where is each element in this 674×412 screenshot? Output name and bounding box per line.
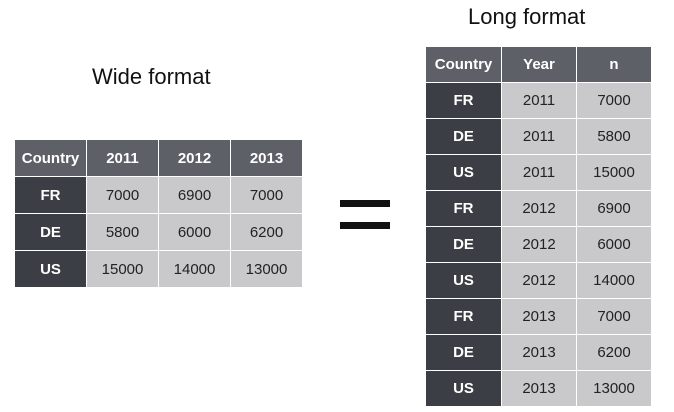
table-cell: 6900	[159, 177, 230, 213]
year-cell: 2012	[502, 227, 576, 262]
equals-bar-top	[340, 200, 390, 207]
table-cell: 14000	[159, 251, 230, 287]
table-cell: 13000	[231, 251, 302, 287]
count-cell: 6000	[577, 227, 651, 262]
row-header-country: US	[426, 155, 501, 190]
table-row: US 2011 15000	[426, 155, 651, 190]
long-format-table: Country Year n FR 2011 7000 DE 2011 5800…	[425, 46, 652, 407]
table-row: DE 5800 6000 6200	[15, 214, 302, 250]
column-header-country: Country	[15, 140, 86, 176]
column-header-2013: 2013	[231, 140, 302, 176]
count-cell: 7000	[577, 83, 651, 118]
count-cell: 13000	[577, 371, 651, 406]
year-cell: 2013	[502, 335, 576, 370]
row-header-country: FR	[15, 177, 86, 213]
long-format-title: Long format	[468, 4, 586, 29]
year-cell: 2011	[502, 83, 576, 118]
wide-format-table: Country 2011 2012 2013 FR 7000 6900 7000…	[14, 139, 303, 288]
year-cell: 2012	[502, 263, 576, 298]
column-header-year: Year	[502, 47, 576, 82]
count-cell: 6200	[577, 335, 651, 370]
row-header-country: DE	[426, 227, 501, 262]
table-row: DE 2011 5800	[426, 119, 651, 154]
row-header-country: FR	[426, 299, 501, 334]
column-header-2012: 2012	[159, 140, 230, 176]
table-row: FR 7000 6900 7000	[15, 177, 302, 213]
table-row: DE 2012 6000	[426, 227, 651, 262]
table-row: DE 2013 6200	[426, 335, 651, 370]
header-row: Country 2011 2012 2013	[15, 140, 302, 176]
table-cell: 6200	[231, 214, 302, 250]
count-cell: 14000	[577, 263, 651, 298]
column-header-n: n	[577, 47, 651, 82]
table-row: US 15000 14000 13000	[15, 251, 302, 287]
row-header-country: FR	[426, 83, 501, 118]
column-header-country: Country	[426, 47, 501, 82]
year-cell: 2013	[502, 371, 576, 406]
year-cell: 2011	[502, 155, 576, 190]
count-cell: 15000	[577, 155, 651, 190]
table-row: US 2012 14000	[426, 263, 651, 298]
count-cell: 6900	[577, 191, 651, 226]
year-cell: 2012	[502, 191, 576, 226]
table-row: FR 2011 7000	[426, 83, 651, 118]
wide-format-title: Wide format	[92, 64, 211, 89]
row-header-country: US	[15, 251, 86, 287]
count-cell: 5800	[577, 119, 651, 154]
year-cell: 2011	[502, 119, 576, 154]
table-row: FR 2012 6900	[426, 191, 651, 226]
row-header-country: DE	[15, 214, 86, 250]
table-row: US 2013 13000	[426, 371, 651, 406]
header-row: Country Year n	[426, 47, 651, 82]
count-cell: 7000	[577, 299, 651, 334]
table-cell: 7000	[87, 177, 158, 213]
column-header-2011: 2011	[87, 140, 158, 176]
year-cell: 2013	[502, 299, 576, 334]
row-header-country: US	[426, 263, 501, 298]
table-cell: 5800	[87, 214, 158, 250]
table-row: FR 2013 7000	[426, 299, 651, 334]
row-header-country: US	[426, 371, 501, 406]
row-header-country: FR	[426, 191, 501, 226]
equals-bar-bottom	[340, 222, 390, 229]
table-cell: 15000	[87, 251, 158, 287]
row-header-country: DE	[426, 335, 501, 370]
row-header-country: DE	[426, 119, 501, 154]
table-cell: 7000	[231, 177, 302, 213]
equals-sign	[340, 200, 390, 230]
table-cell: 6000	[159, 214, 230, 250]
